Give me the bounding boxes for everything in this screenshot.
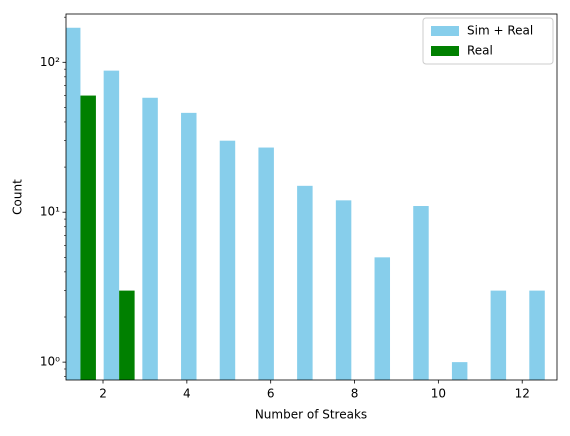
- bar: [413, 206, 429, 380]
- x-tick-label: 6: [267, 387, 275, 401]
- y-tick-label: 10⁰: [40, 355, 60, 369]
- bar: [66, 27, 81, 380]
- legend-swatch: [431, 46, 459, 56]
- plot-area: [66, 27, 545, 380]
- bar: [297, 185, 313, 380]
- legend-label: Sim + Real: [467, 24, 533, 38]
- bar: [103, 70, 120, 380]
- bar: [374, 257, 391, 380]
- bar: [490, 290, 507, 380]
- legend-label: Real: [467, 44, 493, 58]
- y-tick-label: 10²: [40, 55, 60, 69]
- x-tick-label: 10: [431, 387, 446, 401]
- bar: [119, 290, 135, 380]
- bar: [529, 290, 545, 380]
- x-tick-label: 12: [515, 387, 530, 401]
- bar: [181, 112, 197, 380]
- bar: [258, 147, 274, 380]
- x-axis-label: Number of Streaks: [255, 408, 367, 422]
- x-tick-label: 4: [183, 387, 191, 401]
- y-tick-label: 10¹: [40, 205, 60, 219]
- y-axis-label: Count: [11, 179, 25, 215]
- bar: [451, 362, 468, 380]
- bar: [142, 97, 158, 380]
- bar: [335, 200, 352, 380]
- bar: [219, 140, 236, 380]
- axes-frame: [65, 13, 558, 381]
- x-tick-label: 8: [351, 387, 359, 401]
- bar: [80, 95, 96, 380]
- legend-swatch: [431, 26, 459, 36]
- x-tick-label: 2: [99, 387, 107, 401]
